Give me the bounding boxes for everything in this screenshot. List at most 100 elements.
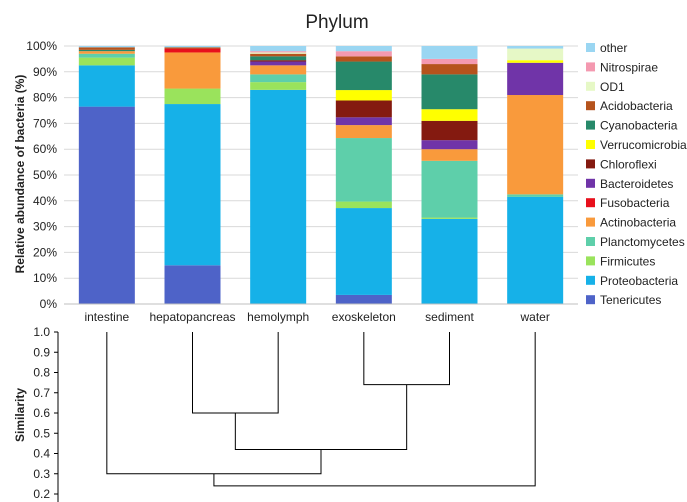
legend-swatch: [586, 275, 595, 285]
dendrogram-y-ticks: 0.2 0.3 0.4 0.5 0.6 0.7 0.8 0.9 1.0: [33, 325, 58, 501]
chart-title: Phylum: [305, 12, 368, 33]
bar-segment: [164, 88, 221, 105]
bar-segment: [78, 53, 135, 58]
legend-label: Proteobacteria: [600, 274, 678, 288]
bar-segment: [335, 117, 392, 126]
bar-gridlines: [64, 45, 578, 305]
legend-swatch: [586, 62, 595, 72]
legend-swatch: [586, 217, 595, 227]
category-label: hemolymph: [247, 310, 309, 324]
dendrogram-y-axis-label: Similarity: [13, 388, 27, 442]
legend-swatch: [586, 198, 595, 208]
bar-segment: [335, 201, 392, 209]
y-tick-label: 30%: [33, 220, 57, 234]
bar-segment: [421, 46, 478, 59]
y-tick-label: 10%: [33, 271, 57, 285]
bar-segment: [164, 265, 221, 304]
dendrogram-tick-label: 0.9: [33, 345, 50, 359]
bar-segment: [421, 64, 478, 75]
legend-label: Tenericutes: [600, 293, 661, 307]
bar-segment: [507, 60, 564, 63]
bar-segment: [78, 51, 135, 54]
bar-segment: [421, 140, 478, 150]
legend-swatch: [586, 178, 595, 188]
bar-segment: [421, 109, 478, 121]
legend-label: OD1: [600, 80, 625, 94]
y-tick-label: 20%: [33, 245, 57, 259]
dendrogram-tick-label: 0.6: [33, 406, 50, 420]
bar-y-ticks: 0% 10% 20% 30% 40% 50% 60% 70% 80% 90% 100%: [26, 39, 57, 311]
bar-segment: [507, 194, 564, 197]
category-label: exoskeleton: [332, 310, 396, 324]
legend-label: Cyanobacteria: [600, 119, 678, 133]
legend-swatch: [586, 140, 595, 149]
legend: other Nitrospirae OD1 Acidobacteria Cyanobac…: [586, 41, 687, 307]
legend-label: other: [600, 41, 627, 55]
bar-segment: [421, 58, 478, 65]
dendrogram-link: [192, 332, 279, 414]
category-label: hepatopancreas: [149, 310, 235, 324]
bar-segment: [78, 46, 135, 48]
bar-segment: [250, 74, 307, 83]
dendrogram-link: [234, 384, 408, 450]
dendrogram-tick-label: 0.3: [33, 467, 50, 481]
legend-label: Fusobacteria: [600, 196, 670, 210]
bar-segment: [250, 53, 307, 57]
dendrogram-tree: [106, 332, 536, 487]
legend-label: Firmicutes: [600, 254, 655, 268]
legend-label: Chloroflexi: [600, 157, 657, 171]
bar-segment: [507, 95, 564, 195]
bar-y-axis-label: Relative abundance of bacteria (%): [13, 75, 27, 274]
dendrogram-tick-label: 0.2: [33, 487, 50, 501]
bar-segment: [78, 57, 135, 66]
bar-segment: [421, 217, 478, 219]
bar-segment: [335, 138, 392, 202]
bar-segment: [164, 104, 221, 266]
legend-label: Bacteroidetes: [600, 177, 673, 191]
bar-segment: [250, 56, 307, 61]
legend-swatch: [586, 256, 595, 266]
legend-swatch: [586, 43, 595, 52]
legend-label: Planctomycetes: [600, 235, 685, 249]
category-label: sediment: [425, 310, 474, 324]
bar-segment: [507, 46, 564, 49]
legend-label: Actinobacteria: [600, 216, 676, 230]
bar-segment: [335, 208, 392, 295]
bar-segment: [335, 294, 392, 304]
bar-segment: [421, 218, 478, 304]
bar-segment: [78, 47, 135, 50]
bar-segment: [250, 51, 307, 53]
bar-segment: [335, 51, 392, 57]
dendrogram-link: [106, 332, 322, 475]
y-tick-label: 100%: [26, 39, 57, 53]
y-tick-label: 60%: [33, 142, 57, 156]
legend-swatch: [586, 159, 595, 169]
y-tick-label: 80%: [33, 91, 57, 105]
bar-segment: [164, 47, 221, 49]
legend-label: Verrucomicrobia: [600, 138, 687, 152]
bar-segment: [421, 120, 478, 141]
bar-segment: [164, 52, 221, 89]
dendrogram-tick-label: 0.5: [33, 426, 50, 440]
bar-segment: [421, 149, 478, 161]
y-tick-label: 40%: [33, 194, 57, 208]
legend-swatch: [586, 295, 595, 305]
bar-segment: [335, 125, 392, 139]
bar-segment: [250, 89, 307, 304]
dendrogram-tick-label: 0.8: [33, 366, 50, 380]
y-tick-label: 70%: [33, 116, 57, 130]
dendrogram-link: [363, 332, 450, 386]
bar-segment: [250, 46, 307, 52]
legend-label: Nitrospirae: [600, 60, 658, 74]
dendrogram-tick-label: 1.0: [33, 325, 50, 339]
bar-segment: [335, 100, 392, 118]
bar-segment: [335, 46, 392, 52]
legend-swatch: [586, 81, 595, 91]
bar-segment: [421, 74, 478, 110]
category-label: water: [519, 310, 549, 324]
bar-segment: [421, 160, 478, 218]
bar-segment: [164, 46, 221, 48]
bar-segment: [250, 65, 307, 75]
y-tick-label: 90%: [33, 65, 57, 79]
